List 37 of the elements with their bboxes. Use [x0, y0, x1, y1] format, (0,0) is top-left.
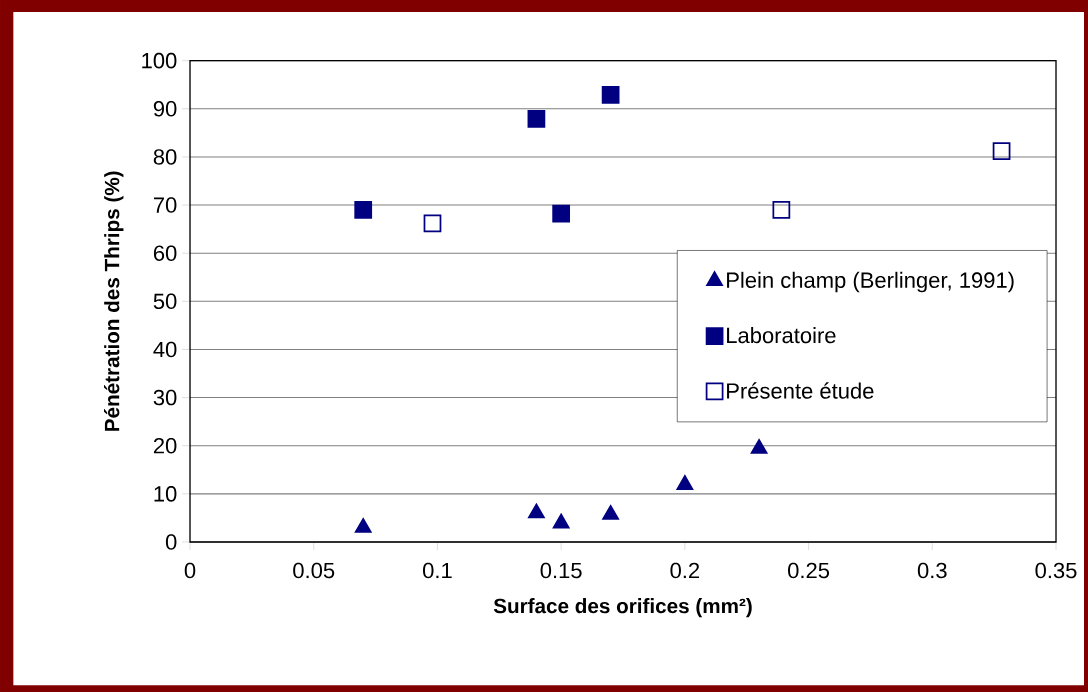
x-axis-title: Surface des orifices (mm²)	[493, 598, 752, 618]
y-tick-label: 40	[153, 341, 177, 358]
point	[552, 204, 571, 223]
x-tick-label: 0.1	[423, 562, 452, 579]
x-tick-label: 0.35	[1035, 562, 1077, 579]
point	[423, 214, 442, 233]
point	[992, 142, 1011, 161]
point	[750, 439, 768, 454]
legend-label: Laboratoire	[727, 327, 836, 344]
y-tick-label: 10	[154, 486, 177, 502]
x-tick-label: 0.3	[917, 562, 947, 579]
point	[354, 518, 372, 533]
point	[528, 503, 545, 519]
y-tick-label: 0	[165, 534, 177, 550]
point	[602, 505, 620, 520]
x-tick-label: 0.2	[670, 562, 700, 579]
y-tick-label: 80	[153, 149, 177, 165]
point	[527, 110, 546, 128]
point	[354, 201, 373, 219]
point	[601, 85, 620, 104]
x-tick-label: 0.15	[540, 562, 582, 579]
legend-label: Plein champ (Berlinger, 1991)	[727, 271, 1014, 293]
y-tick-label: 50	[153, 293, 177, 310]
y-tick-label: 60	[153, 245, 177, 261]
y-axis-title: Pénétration des Thrips (%)	[103, 171, 124, 431]
point	[772, 201, 791, 219]
x-tick-label: 0	[184, 562, 196, 579]
x-tick-label: 0.05	[293, 562, 335, 579]
y-tick-label: 20	[153, 437, 177, 454]
point	[676, 475, 694, 490]
y-tick-label: 100	[142, 52, 177, 69]
legend-label: Présente étude	[727, 382, 874, 399]
y-tick-label: 70	[153, 197, 177, 213]
y-tick-label: 90	[153, 100, 177, 117]
x-tick-label: 0.25	[788, 562, 830, 579]
y-tick-label: 30	[153, 389, 177, 406]
point	[552, 513, 570, 529]
